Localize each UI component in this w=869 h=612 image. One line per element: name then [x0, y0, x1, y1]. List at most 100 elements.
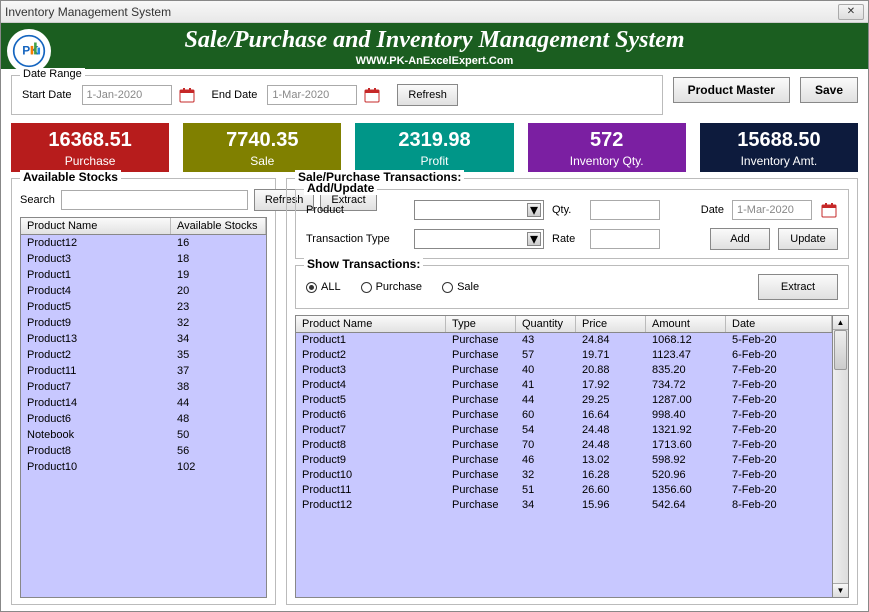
- radio-purchase[interactable]: Purchase: [361, 281, 422, 293]
- list-item[interactable]: Product318: [21, 251, 266, 267]
- metric-label: Profit: [355, 154, 513, 168]
- scroll-down-icon[interactable]: ▼: [833, 583, 848, 597]
- table-row[interactable]: Product12Purchase3415.96542.648-Feb-20: [296, 498, 832, 513]
- list-item[interactable]: Notebook50: [21, 427, 266, 443]
- list-item[interactable]: Product523: [21, 299, 266, 315]
- list-item[interactable]: Product1334: [21, 331, 266, 347]
- search-label: Search: [20, 194, 55, 206]
- stocks-list-header: Product Name Available Stocks: [21, 218, 266, 235]
- list-item[interactable]: Product235: [21, 347, 266, 363]
- type-combo[interactable]: ▾: [414, 229, 544, 249]
- show-transactions-group: Show Transactions: ALL Purchase Sale Ext…: [295, 265, 849, 309]
- metrics-row: 16368.51Purchase7740.35Sale2319.98Profit…: [11, 123, 858, 172]
- list-item[interactable]: Product1444: [21, 395, 266, 411]
- radio-icon: [306, 282, 317, 293]
- rate-input[interactable]: [590, 229, 660, 249]
- app-window: Inventory Management System ✕ PK Sale/Pu…: [0, 0, 869, 612]
- metric-label: Inventory Qty.: [528, 154, 686, 168]
- list-item[interactable]: Product738: [21, 379, 266, 395]
- metric-value: 7740.35: [183, 129, 341, 152]
- table-row[interactable]: Product3Purchase4020.88835.207-Feb-20: [296, 363, 832, 378]
- list-item[interactable]: Product119: [21, 267, 266, 283]
- scroll-thumb[interactable]: [834, 330, 847, 370]
- col-available-stocks[interactable]: Available Stocks: [171, 218, 266, 234]
- app-logo: PK: [7, 29, 51, 73]
- window-title: Inventory Management System: [5, 5, 838, 19]
- col-date[interactable]: Date: [726, 316, 832, 332]
- table-row[interactable]: Product11Purchase5126.601356.607-Feb-20: [296, 483, 832, 498]
- metric-value: 16368.51: [11, 129, 169, 152]
- table-row[interactable]: Product6Purchase6016.64998.407-Feb-20: [296, 408, 832, 423]
- list-item[interactable]: Product648: [21, 411, 266, 427]
- add-button[interactable]: Add: [710, 228, 770, 250]
- metric-label: Inventory Amt.: [700, 154, 858, 168]
- start-date-input[interactable]: [82, 85, 172, 105]
- start-date-label: Start Date: [22, 89, 72, 101]
- table-row[interactable]: Product4Purchase4117.92734.727-Feb-20: [296, 378, 832, 393]
- page-title: Sale/Purchase and Inventory Management S…: [1, 27, 868, 54]
- scroll-up-icon[interactable]: ▲: [833, 316, 848, 330]
- col-price[interactable]: Price: [576, 316, 646, 332]
- metric-label: Purchase: [11, 154, 169, 168]
- trans-date-input[interactable]: [732, 200, 812, 220]
- list-item[interactable]: Product932: [21, 315, 266, 331]
- radio-all[interactable]: ALL: [306, 281, 341, 293]
- col-product-name[interactable]: Product Name: [21, 218, 171, 234]
- col-amount[interactable]: Amount: [646, 316, 726, 332]
- date-label: Date: [701, 204, 724, 216]
- product-master-button[interactable]: Product Master: [673, 77, 790, 103]
- list-item[interactable]: Product10102: [21, 459, 266, 475]
- calendar-icon[interactable]: [363, 86, 381, 104]
- page-subtitle: WWW.PK-AnExcelExpert.Com: [1, 55, 868, 67]
- save-button[interactable]: Save: [800, 77, 858, 103]
- date-range-legend: Date Range: [20, 68, 85, 80]
- metric-card: 7740.35 Sale: [183, 123, 341, 172]
- metric-card: 16368.51 Purchase: [11, 123, 169, 172]
- type-label: Transaction Type: [306, 233, 406, 245]
- end-date-label: End Date: [212, 89, 258, 101]
- metric-card: 572Inventory Qty.: [528, 123, 686, 172]
- rate-label: Rate: [552, 233, 582, 245]
- list-item[interactable]: Product1216: [21, 235, 266, 251]
- close-icon[interactable]: ✕: [838, 4, 864, 20]
- show-legend: Show Transactions:: [304, 257, 423, 271]
- metric-label: Sale: [183, 154, 341, 168]
- trans-list-body: Product1Purchase4324.841068.125-Feb-20Pr…: [296, 333, 832, 597]
- header-banner: PK Sale/Purchase and Inventory Managemen…: [1, 23, 868, 69]
- titlebar: Inventory Management System ✕: [1, 1, 868, 23]
- table-row[interactable]: Product5Purchase4429.251287.007-Feb-20: [296, 393, 832, 408]
- list-item[interactable]: Product856: [21, 443, 266, 459]
- table-row[interactable]: Product1Purchase4324.841068.125-Feb-20: [296, 333, 832, 348]
- col-type[interactable]: Type: [446, 316, 516, 332]
- radio-icon: [361, 282, 372, 293]
- metric-card: 15688.50Inventory Amt.: [700, 123, 858, 172]
- calendar-icon[interactable]: [820, 201, 838, 219]
- calendar-icon[interactable]: [178, 86, 196, 104]
- addupdate-legend: Add/Update: [304, 181, 377, 195]
- table-row[interactable]: Product10Purchase3216.28520.967-Feb-20: [296, 468, 832, 483]
- search-input[interactable]: [61, 190, 248, 210]
- table-row[interactable]: Product9Purchase4613.02598.927-Feb-20: [296, 453, 832, 468]
- col-product-name[interactable]: Product Name: [296, 316, 446, 332]
- list-item[interactable]: Product1137: [21, 363, 266, 379]
- scrollbar[interactable]: ▲ ▼: [833, 315, 849, 598]
- list-item[interactable]: Product420: [21, 283, 266, 299]
- col-quantity[interactable]: Quantity: [516, 316, 576, 332]
- trans-list-header: Product Name Type Quantity Price Amount …: [296, 316, 832, 333]
- update-button[interactable]: Update: [778, 228, 838, 250]
- radio-icon: [442, 282, 453, 293]
- stocks-list: Product Name Available Stocks Product121…: [20, 217, 267, 598]
- table-row[interactable]: Product7Purchase5424.481321.927-Feb-20: [296, 423, 832, 438]
- table-row[interactable]: Product8Purchase7024.481713.607-Feb-20: [296, 438, 832, 453]
- radio-sale[interactable]: Sale: [442, 281, 479, 293]
- product-combo[interactable]: ▾: [414, 200, 544, 220]
- trans-extract-button[interactable]: Extract: [758, 274, 838, 300]
- stocks-list-body: Product1216Product318Product119Product42…: [21, 235, 266, 511]
- refresh-button[interactable]: Refresh: [397, 84, 458, 106]
- qty-input[interactable]: [590, 200, 660, 220]
- table-row[interactable]: Product2Purchase5719.711123.476-Feb-20: [296, 348, 832, 363]
- chevron-down-icon: ▾: [527, 232, 541, 246]
- scroll-track[interactable]: [833, 330, 848, 583]
- stocks-legend: Available Stocks: [20, 170, 121, 184]
- end-date-input[interactable]: [267, 85, 357, 105]
